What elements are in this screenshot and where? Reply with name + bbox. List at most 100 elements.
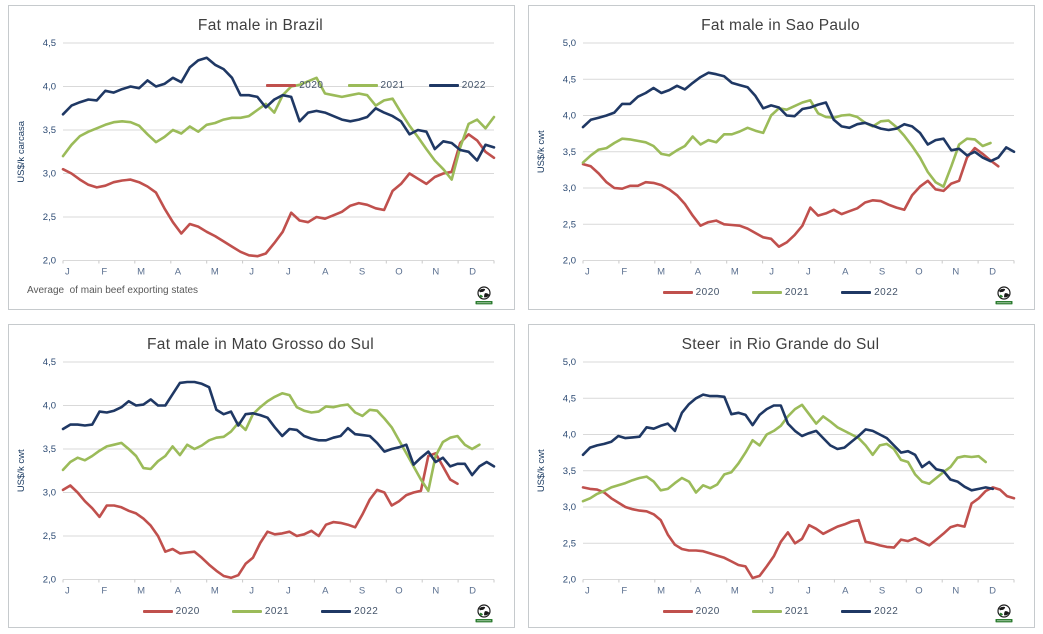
- legend-label-2021: 2021: [264, 605, 290, 617]
- svg-text:2,5: 2,5: [563, 219, 576, 230]
- svg-text:3,5: 3,5: [43, 125, 56, 136]
- legend-item-2020: 2020: [662, 605, 720, 617]
- svg-text:J: J: [65, 585, 70, 596]
- legend-swatch-2020: [662, 291, 693, 294]
- legend-swatch-2022: [321, 609, 352, 613]
- legend-swatch-2021: [751, 291, 782, 294]
- svg-text:US$/k cwt: US$/k cwt: [536, 449, 547, 492]
- svg-text:A: A: [175, 267, 182, 278]
- svg-text:4,5: 4,5: [43, 357, 56, 368]
- svg-text:F: F: [621, 267, 627, 278]
- legend-label-2022: 2022: [354, 605, 379, 617]
- svg-text:N: N: [432, 585, 439, 596]
- svg-text:J: J: [286, 267, 291, 278]
- line-chart-sao-paulo: 5,0 4,5 4,0 3,5 3,0 2,5 2,0 J F M A M J J A S O N D US$/k c…: [536, 38, 1016, 278]
- svg-text:J: J: [769, 585, 774, 596]
- svg-text:5,0: 5,0: [563, 38, 576, 49]
- legend-swatch-2021: [751, 609, 782, 613]
- legend-label-2021: 2021: [784, 287, 810, 298]
- svg-text:F: F: [101, 585, 107, 596]
- legend-swatch-2022: [841, 609, 872, 613]
- svg-text:A: A: [842, 267, 849, 278]
- legend-label-2020: 2020: [695, 605, 720, 617]
- svg-text:M: M: [657, 585, 665, 596]
- svg-text:3,0: 3,0: [563, 183, 576, 194]
- svg-text:J: J: [249, 267, 254, 278]
- chart-title-rio-grande: Steer in Rio Grande do Sul: [681, 335, 880, 353]
- svg-text:S: S: [359, 585, 365, 596]
- svg-text:M: M: [211, 585, 219, 596]
- legend-item-2022: 2022: [841, 606, 898, 617]
- svg-text:US$/k cwt: US$/k cwt: [16, 449, 27, 492]
- svg-text:3,0: 3,0: [43, 169, 56, 180]
- svg-text:M: M: [731, 585, 739, 596]
- svg-text:D: D: [469, 267, 476, 278]
- globe-logo: [995, 285, 1013, 304]
- svg-text:J: J: [585, 585, 590, 596]
- svg-text:2,5: 2,5: [43, 212, 56, 223]
- svg-text:O: O: [915, 267, 922, 278]
- svg-text:A: A: [322, 267, 329, 278]
- line-chart-brazil: 4,5 4,0 3,5 3,0 2,5 2,0 J F M A M J J A S O N D US$/k carc…: [16, 38, 496, 278]
- legend-label-2020: 2020: [175, 605, 200, 617]
- svg-text:M: M: [731, 267, 739, 278]
- svg-text:4,0: 4,0: [563, 429, 576, 440]
- line-chart-mato-grosso: 4,5 4,0 3,5 3,0 2,5 2,0 J F M A M J J A S O N D US$/k cwt: [16, 357, 496, 596]
- legend-swatch-2022: [428, 84, 459, 87]
- svg-text:D: D: [989, 267, 996, 278]
- legend-label-2021: 2021: [380, 80, 405, 91]
- svg-text:2,0: 2,0: [43, 256, 56, 267]
- svg-text:3,5: 3,5: [563, 147, 576, 158]
- svg-text:2,5: 2,5: [563, 538, 576, 549]
- chart-panel-rio-grande: Steer in Rio Grande do Sul 5,0 4,5 4,0 3,5 3…: [528, 323, 1035, 628]
- legend-item-2021: 2021: [751, 287, 810, 298]
- legend-item-2021: 2021: [347, 80, 405, 91]
- legend-swatch-2020: [662, 609, 693, 613]
- legend-item-2022: 2022: [841, 287, 898, 298]
- svg-text:2,5: 2,5: [43, 531, 56, 542]
- svg-text:J: J: [65, 267, 70, 278]
- legend-item-2020: 2020: [266, 80, 323, 91]
- svg-text:4,5: 4,5: [563, 393, 576, 404]
- legend-item-2022: 2022: [428, 80, 486, 91]
- globe-logo: [475, 604, 493, 623]
- svg-text:M: M: [657, 267, 665, 278]
- svg-text:A: A: [322, 585, 329, 596]
- chart-panel-brazil: Fat male in Brazil 4,5 4,0 3,5 3,0 2,5 2,0 J F M…: [8, 5, 515, 310]
- legend-label-2021: 2021: [784, 605, 810, 617]
- svg-text:5,0: 5,0: [563, 357, 576, 368]
- svg-text:A: A: [842, 585, 849, 596]
- svg-text:4,0: 4,0: [563, 111, 576, 122]
- svg-text:US$/k carcasa: US$/k carcasa: [16, 120, 27, 182]
- svg-text:3,5: 3,5: [563, 466, 576, 477]
- svg-text:3,0: 3,0: [43, 487, 56, 498]
- panel-footer-mato-grosso: 2020 2021 2022: [13, 599, 508, 625]
- plot-area-brazil: 4,5 4,0 3,5 3,0 2,5 2,0 J F M A M J J A S O N D US$/k carc…: [13, 36, 508, 281]
- plot-area-sao-paulo: 5,0 4,5 4,0 3,5 3,0 2,5 2,0 J F M A M J J A S O N D US$/k c…: [533, 36, 1028, 281]
- svg-text:J: J: [585, 267, 590, 278]
- svg-text:4,5: 4,5: [43, 38, 56, 49]
- svg-text:2,0: 2,0: [43, 574, 56, 585]
- svg-text:M: M: [211, 267, 219, 278]
- svg-text:A: A: [695, 267, 702, 278]
- legend-rio-grande: 2020 2021 2022: [662, 605, 899, 617]
- chart-title-sao-paulo: Fat male in Sao Paulo: [701, 17, 860, 34]
- legend-item-2020: 2020: [662, 287, 720, 298]
- legend-swatch-2021: [347, 84, 378, 87]
- svg-text:J: J: [806, 585, 811, 596]
- legend-label-2022: 2022: [874, 605, 899, 617]
- svg-text:N: N: [952, 585, 959, 596]
- svg-text:S: S: [879, 585, 885, 596]
- chart-title-brazil: Fat male in Brazil: [197, 17, 324, 34]
- legend-label-2022: 2022: [874, 287, 899, 298]
- legend-label-2022: 2022: [461, 80, 486, 91]
- svg-text:O: O: [395, 585, 402, 596]
- svg-text:D: D: [469, 585, 476, 596]
- legend-item-2022: 2022: [321, 606, 378, 617]
- svg-text:A: A: [695, 585, 702, 596]
- footnote-brazil: Average of main beef exporting states: [27, 284, 199, 296]
- svg-text:M: M: [137, 585, 145, 596]
- svg-text:4,5: 4,5: [563, 75, 576, 86]
- plot-area-mato-grosso: 4,5 4,0 3,5 3,0 2,5 2,0 J F M A M J J A S O N D US$/k cwt: [13, 355, 508, 600]
- legend-label-2020: 2020: [695, 287, 720, 298]
